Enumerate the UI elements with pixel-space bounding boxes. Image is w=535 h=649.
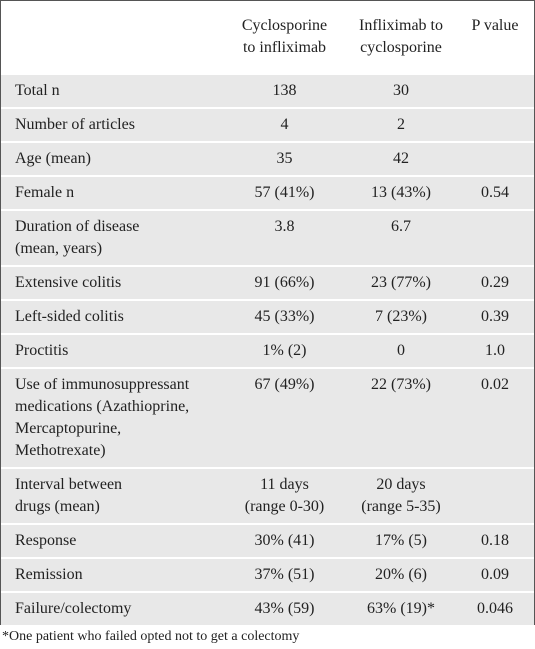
table-cell: 0.18 [456, 523, 534, 557]
table-cell: 0.54 [456, 175, 534, 209]
table-cell: 22 (73%) [346, 367, 456, 467]
table-row: Interval between drugs (mean) 11 days (ra… [1, 467, 534, 523]
table-cell: 20 days (range 5-35) [346, 467, 456, 523]
header-row: Cyclosporine to infliximab Infliximab to … [1, 1, 534, 73]
table-cell: 30% (41) [223, 523, 346, 557]
table-row: Number of articles 4 2 [1, 107, 534, 141]
table-cell: 63% (19)* [346, 591, 456, 625]
row-label: Total n [1, 73, 223, 107]
table-cell: 7 (23%) [346, 299, 456, 333]
header-cell: P value [456, 1, 534, 73]
table-cell: 1.0 [456, 333, 534, 367]
table-cell: 0 [346, 333, 456, 367]
table-row: Failure/colectomy 43% (59) 63% (19)* 0.046 [1, 591, 534, 625]
table-cell: 17% (5) [346, 523, 456, 557]
header-cell: Infliximab to cyclosporine [346, 1, 456, 73]
table-cell: 11 days (range 0-30) [223, 467, 346, 523]
row-label: Duration of disease (mean, years) [1, 209, 223, 265]
table-cell [456, 73, 534, 107]
table-cell: 4 [223, 107, 346, 141]
table-row: Extensive colitis 91 (66%) 23 (77%) 0.29 [1, 265, 534, 299]
table-cell: 3.8 [223, 209, 346, 265]
header-cell: Cyclosporine to infliximab [223, 1, 346, 73]
row-label: Female n [1, 175, 223, 209]
table-cell: 91 (66%) [223, 265, 346, 299]
table-cell: 6.7 [346, 209, 456, 265]
table-cell [456, 107, 534, 141]
header-cell [1, 1, 223, 73]
row-label: Age (mean) [1, 141, 223, 175]
row-label: Extensive colitis [1, 265, 223, 299]
table-cell: 0.29 [456, 265, 534, 299]
row-label: Number of articles [1, 107, 223, 141]
table-cell: 45 (33%) [223, 299, 346, 333]
table-cell: 20% (6) [346, 557, 456, 591]
table-cell: 0.39 [456, 299, 534, 333]
table-cell: 13 (43%) [346, 175, 456, 209]
row-label: Failure/colectomy [1, 591, 223, 625]
table-cell: 2 [346, 107, 456, 141]
table-cell: 1% (2) [223, 333, 346, 367]
table-row: Left-sided colitis 45 (33%) 7 (23%) 0.39 [1, 299, 534, 333]
table-row: Total n 138 30 [1, 73, 534, 107]
table-cell [456, 141, 534, 175]
table-cell [456, 209, 534, 265]
table-cell: 0.09 [456, 557, 534, 591]
table-row: Duration of disease (mean, years) 3.8 6.7 [1, 209, 534, 265]
row-label: Response [1, 523, 223, 557]
table-cell: 23 (77%) [346, 265, 456, 299]
table-cell: 37% (51) [223, 557, 346, 591]
table-row: Female n 57 (41%) 13 (43%) 0.54 [1, 175, 534, 209]
table-cell: 35 [223, 141, 346, 175]
table-cell: 0.046 [456, 591, 534, 625]
row-label: Use of immunosuppressant medications (Az… [1, 367, 223, 467]
table-cell: 138 [223, 73, 346, 107]
table-row: Response 30% (41) 17% (5) 0.18 [1, 523, 534, 557]
table-frame: Cyclosporine to infliximab Infliximab to … [0, 0, 535, 625]
table-cell: 30 [346, 73, 456, 107]
row-label: Remission [1, 557, 223, 591]
row-label: Interval between drugs (mean) [1, 467, 223, 523]
row-label: Left-sided colitis [1, 299, 223, 333]
table-cell: 0.02 [456, 367, 534, 467]
table-row: Remission 37% (51) 20% (6) 0.09 [1, 557, 534, 591]
table-cell [456, 467, 534, 523]
table-row: Use of immunosuppressant medications (Az… [1, 367, 534, 467]
row-label: Proctitis [1, 333, 223, 367]
table-cell: 43% (59) [223, 591, 346, 625]
table-row: Age (mean) 35 42 [1, 141, 534, 175]
table-cell: 42 [346, 141, 456, 175]
table-cell: 57 (41%) [223, 175, 346, 209]
table-row: Proctitis 1% (2) 0 1.0 [1, 333, 534, 367]
table-cell: 67 (49%) [223, 367, 346, 467]
table: Cyclosporine to infliximab Infliximab to … [1, 1, 534, 625]
footnote: *One patient who failed opted not to get… [2, 629, 300, 644]
